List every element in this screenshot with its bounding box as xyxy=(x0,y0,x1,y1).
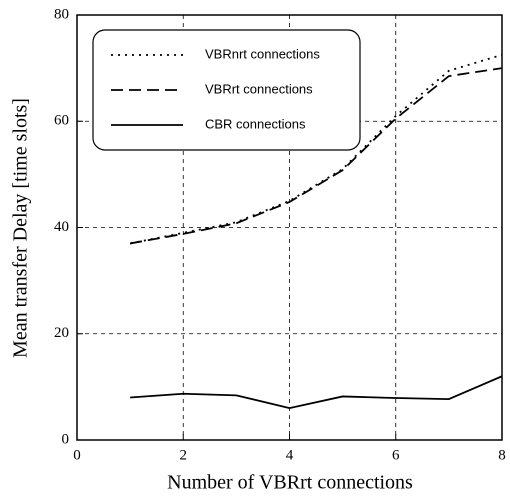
y-axis-label: Mean transfer Delay [time slots] xyxy=(10,98,32,358)
series-line xyxy=(129,53,503,245)
x-tick-label: 6 xyxy=(392,447,400,463)
y-tick-label: 40 xyxy=(54,219,69,235)
x-tick-label: 0 xyxy=(73,447,81,463)
x-axis-label: Number of VBRrt connections xyxy=(167,472,413,494)
legend-box xyxy=(92,29,361,151)
y-tick-label: 60 xyxy=(54,113,69,129)
y-tick-label: 20 xyxy=(54,325,69,341)
plot-frame xyxy=(76,14,503,441)
x-tick-label: 2 xyxy=(180,447,188,463)
legend-label: VBRrt connections xyxy=(205,81,313,96)
y-tick-label: 80 xyxy=(54,6,69,22)
x-tick-label: 4 xyxy=(286,447,294,463)
legend-label: VBRnrt connections xyxy=(205,46,320,61)
x-tick-label: 8 xyxy=(498,447,506,463)
series-line xyxy=(130,375,503,410)
series-line xyxy=(129,67,503,245)
y-tick-label: 0 xyxy=(62,431,70,447)
legend-label: CBR connections xyxy=(205,116,306,131)
